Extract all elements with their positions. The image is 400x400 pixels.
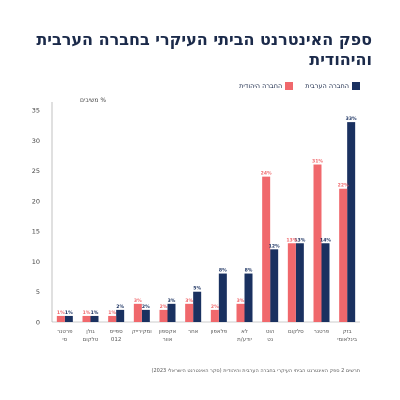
x-tick-label: ומקירייק xyxy=(132,329,152,335)
legend-label-jewish: החברה היהודית xyxy=(239,82,283,90)
x-tick-label: 012 xyxy=(111,337,122,343)
y-tick-label: 35 xyxy=(32,107,40,115)
x-tick-label: סלקום xyxy=(288,328,304,335)
x-tick-label: נט xyxy=(267,337,273,343)
x-tick-label: ספייס xyxy=(110,329,123,335)
bar-arab xyxy=(90,315,99,322)
y-tick-label: 5 xyxy=(36,288,40,296)
bar-jewish xyxy=(159,309,168,322)
data-label-jewish: 1% xyxy=(108,310,116,316)
bar-arab xyxy=(321,243,330,322)
data-label-arab: 8% xyxy=(219,268,227,274)
bar-arab xyxy=(141,309,150,322)
legend-swatch-jewish xyxy=(285,82,294,90)
data-label-arab: 13% xyxy=(294,237,305,243)
data-label-arab: 5% xyxy=(193,286,201,292)
bar-jewish xyxy=(262,176,271,322)
bar-arab xyxy=(270,249,279,322)
data-label-arab: 8% xyxy=(245,268,253,274)
x-tick-label: בזק xyxy=(343,329,352,335)
chart-footnote: תרשים 2 ספק האינטרנט הביתי העיקרי בחברה … xyxy=(151,368,361,374)
bar-arab xyxy=(167,303,176,322)
data-label-jewish: 2% xyxy=(160,304,168,310)
legend-item-jewish: החברה היהודית xyxy=(239,82,294,90)
y-axis-label: % משיבים xyxy=(80,97,106,104)
data-label-arab: 2% xyxy=(142,304,150,310)
y-tick-label: 30 xyxy=(32,137,40,145)
y-tick-label: 25 xyxy=(32,167,40,175)
bar-arab xyxy=(295,243,304,322)
chart-legend: החברה הערבית החברה היהודית xyxy=(239,82,360,90)
x-tick-label: אוור xyxy=(163,337,173,343)
bar-arab xyxy=(193,291,202,322)
x-tick-label: טלקום xyxy=(83,336,99,343)
bar-arab xyxy=(64,315,73,322)
y-tick-label: 20 xyxy=(32,197,40,205)
bar-jewish xyxy=(133,303,142,322)
data-label-jewish: 3% xyxy=(237,298,245,304)
chart-title: ספק האינטרנט הביתי העיקרי בחברה הערבית ו… xyxy=(36,30,372,69)
legend-item-arab: החברה הערבית xyxy=(305,82,360,90)
bar-jewish xyxy=(339,188,348,322)
data-label-jewish: 3% xyxy=(134,298,142,304)
x-tick-label: אחר xyxy=(188,329,199,335)
data-label-arab: 14% xyxy=(320,237,331,243)
data-label-jewish: 1% xyxy=(83,310,91,316)
bar-jewish xyxy=(185,303,194,322)
data-label-jewish: 1% xyxy=(57,310,65,316)
x-tick-label: פרטנר xyxy=(57,329,73,335)
bar-jewish xyxy=(313,164,322,322)
bar-jewish xyxy=(210,309,219,322)
x-tick-label: אקספון xyxy=(159,329,177,335)
bar-arab xyxy=(244,273,253,322)
data-label-jewish: 13% xyxy=(286,237,297,243)
data-label-jewish: 3% xyxy=(185,298,193,304)
bar-arab xyxy=(116,309,125,322)
data-label-arab: 2% xyxy=(116,304,124,310)
data-label-jewish: 2% xyxy=(211,304,219,310)
data-label-arab: 12% xyxy=(269,243,280,249)
y-tick-label: 15 xyxy=(32,228,40,236)
x-tick-label: גולן xyxy=(86,328,95,335)
bar-jewish xyxy=(56,315,65,322)
x-tick-label: פלאפון xyxy=(210,328,227,335)
bar-jewish xyxy=(108,315,117,322)
data-label-arab: 1% xyxy=(91,310,99,316)
data-label-jewish: 22% xyxy=(338,183,349,189)
bar-jewish xyxy=(287,243,296,322)
x-tick-label: סי xyxy=(62,337,67,343)
bar-arab xyxy=(218,273,227,322)
x-tick-label: יודע/ת xyxy=(237,337,252,343)
legend-label-arab: החברה הערבית xyxy=(305,82,349,90)
data-label-arab: 33% xyxy=(346,116,357,122)
data-label-arab: 3% xyxy=(168,298,176,304)
bar-arab xyxy=(347,122,356,322)
x-tick-label: פרטנר xyxy=(314,329,330,335)
bar-jewish xyxy=(236,303,245,322)
data-label-jewish: 31% xyxy=(312,159,323,165)
x-tick-label: לא xyxy=(241,328,248,335)
bar-jewish xyxy=(82,315,91,322)
x-tick-label: הוט xyxy=(266,329,275,335)
legend-swatch-arab xyxy=(352,82,360,90)
data-label-arab: 1% xyxy=(65,310,73,316)
data-label-jewish: 24% xyxy=(261,171,272,177)
y-tick-label: 0 xyxy=(36,319,40,327)
y-tick-label: 10 xyxy=(32,258,40,266)
x-tick-label: בינלאומי xyxy=(337,336,357,343)
